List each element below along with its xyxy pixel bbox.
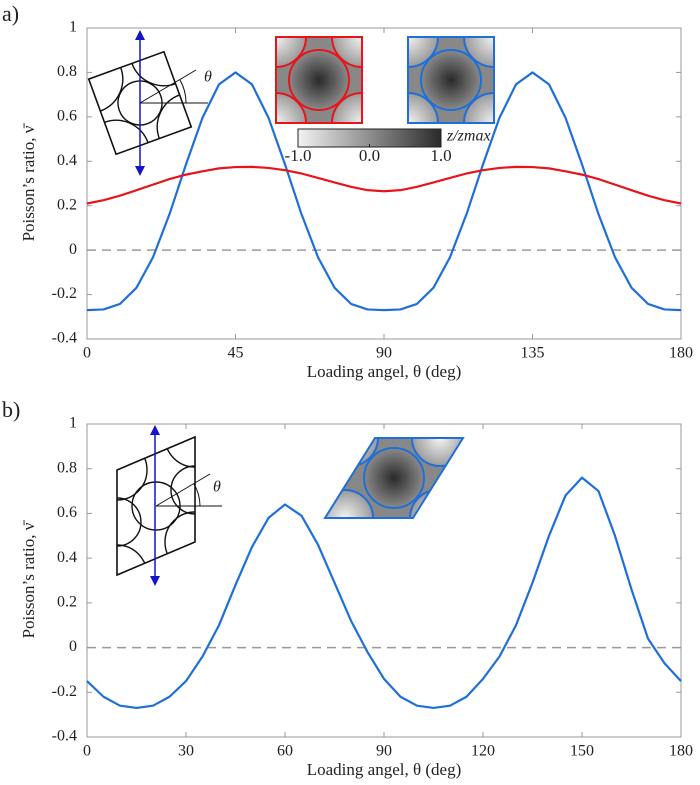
y-tick-label: 0.8 [57, 459, 77, 476]
x-tick-label: 45 [228, 345, 244, 362]
y-tick-label: -0.4 [52, 728, 77, 745]
colorbar-tick-label: 1.0 [430, 146, 451, 165]
unit-cell-diagram [87, 30, 208, 176]
y-tick-label: 0.6 [57, 504, 77, 521]
y-tick-label: -0.2 [52, 683, 77, 700]
y-tick-label: 0.8 [57, 63, 77, 80]
y-tick-label: 0.2 [57, 594, 77, 611]
x-tick-label: 0 [83, 743, 91, 760]
x-axis-label: Loading angel, θ (deg) [307, 362, 461, 381]
colorbar-label: z/zmax [446, 128, 491, 145]
data-line [86, 71, 682, 312]
x-tick-label: 120 [471, 743, 495, 760]
x-tick-label: 180 [669, 345, 693, 362]
x-tick-label: 30 [178, 743, 194, 760]
colorbar-tick-label: -1.0 [285, 146, 312, 165]
y-tick-label: 0.6 [57, 108, 77, 125]
plot-frame [86, 27, 682, 340]
height-map-blue [407, 36, 495, 124]
y-tick-label: 0.4 [57, 549, 77, 566]
y-tick-label: 0.2 [57, 196, 77, 213]
x-tick-label: 90 [376, 743, 392, 760]
x-axis-label: Loading angel, θ (deg) [307, 760, 461, 779]
panel-label: a) [2, 1, 19, 26]
x-tick-label: 180 [669, 743, 693, 760]
angle-label: θ [204, 69, 212, 86]
colorbar-tick-label: 0.0 [359, 146, 380, 165]
height-map-red [275, 36, 363, 124]
unit-cell-diagram [116, 425, 222, 586]
y-tick-label: -0.4 [52, 330, 77, 347]
x-tick-label: 60 [277, 743, 293, 760]
y-tick-label: 0 [69, 241, 77, 258]
y-tick-label: 1 [69, 415, 77, 432]
height-map-blue [323, 437, 465, 519]
panel-label: b) [2, 397, 20, 422]
x-tick-label: 135 [521, 345, 545, 362]
y-tick-label: -0.2 [52, 285, 77, 302]
x-tick-label: 0 [83, 345, 91, 362]
angle-label: θ [213, 479, 221, 496]
y-tick-label: 0.4 [57, 152, 77, 169]
y-tick-label: 0 [69, 638, 77, 655]
x-tick-label: 150 [570, 743, 594, 760]
y-axis-label: Poisson’s ratio, ν̄ [19, 123, 38, 242]
data-line [86, 165, 682, 205]
y-tick-label: 1 [69, 19, 77, 36]
data-line [86, 476, 682, 710]
x-tick-label: 90 [376, 345, 392, 362]
y-axis-label: Poisson’s ratio, ν̄ [19, 520, 38, 639]
